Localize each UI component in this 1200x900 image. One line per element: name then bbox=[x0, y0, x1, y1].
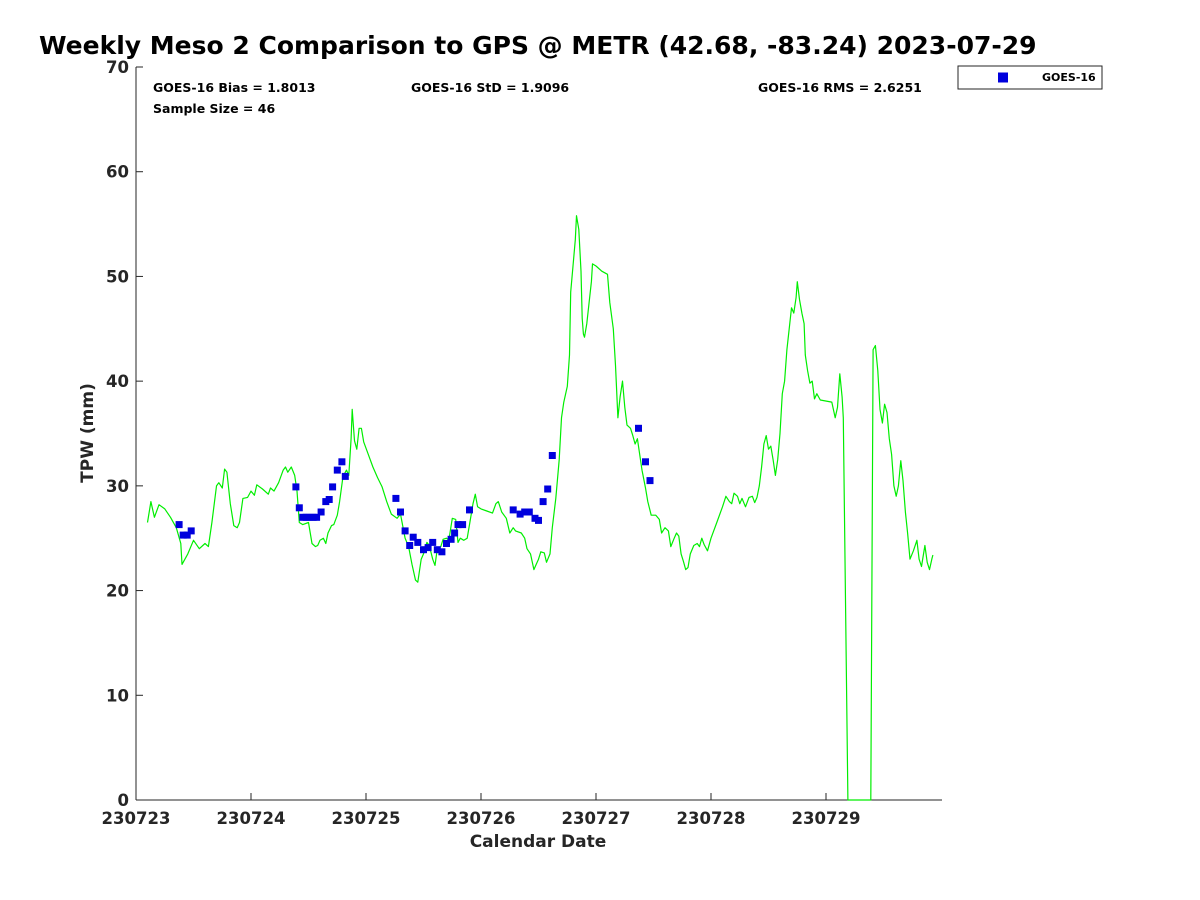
goes16-point bbox=[466, 506, 473, 514]
goes16-point bbox=[175, 521, 183, 529]
goes16-point bbox=[317, 508, 325, 516]
x-ticks: 230723 230724 230725 230726 230727 230728 2307… bbox=[102, 793, 861, 828]
goes16-point bbox=[292, 483, 300, 491]
goes16-point bbox=[459, 521, 467, 529]
legend: GOES-16 bbox=[957, 65, 1103, 90]
goes16-point bbox=[424, 544, 432, 552]
stat-rms: GOES-16 RMS = 2.6251 bbox=[758, 80, 922, 95]
goes16-point bbox=[516, 510, 524, 518]
stat-sample-size: Sample Size = 46 bbox=[153, 101, 275, 116]
goes16-point bbox=[539, 498, 547, 506]
goes16-point bbox=[392, 494, 400, 502]
goes16-point bbox=[333, 466, 341, 474]
goes16-point bbox=[401, 527, 409, 535]
y-tick-label: 50 bbox=[106, 267, 129, 286]
goes16-point bbox=[329, 483, 337, 491]
goes16-point bbox=[521, 508, 529, 516]
x-tick-label: 230726 bbox=[447, 809, 516, 828]
goes16-point bbox=[548, 452, 556, 459]
goes16-point bbox=[535, 516, 542, 524]
y-tick-label: 30 bbox=[106, 477, 129, 496]
goes16-point bbox=[544, 485, 552, 493]
x-tick-label: 230725 bbox=[332, 809, 401, 828]
y-tick-label: 60 bbox=[106, 163, 129, 182]
x-tick-label: 230724 bbox=[217, 809, 286, 828]
legend-box bbox=[957, 65, 1103, 90]
y-tick-label: 20 bbox=[106, 582, 129, 601]
y-tick-label: 70 bbox=[106, 58, 129, 77]
goes16-point bbox=[179, 531, 187, 539]
goes16-point bbox=[646, 477, 654, 485]
plot-area: 0 10 20 30 40 50 60 70 230723 230724 230725 230726… bbox=[102, 58, 942, 828]
goes16-point bbox=[635, 424, 642, 432]
x-axis-label: Calendar Date bbox=[470, 832, 607, 852]
goes16-point bbox=[325, 496, 333, 503]
goes16-point bbox=[406, 542, 414, 549]
goes16-point bbox=[451, 529, 459, 537]
stat-std: GOES-16 StD = 1.9096 bbox=[411, 80, 569, 95]
legend-marker-goes16 bbox=[998, 72, 1008, 83]
x-tick-label: 230727 bbox=[562, 809, 631, 828]
goes16-point bbox=[341, 472, 349, 480]
y-ticks: 0 10 20 30 40 50 60 70 bbox=[106, 58, 143, 810]
goes16-point bbox=[525, 508, 533, 516]
goes16-point bbox=[454, 521, 462, 529]
goes16-point bbox=[183, 531, 191, 539]
goes16-point bbox=[338, 458, 346, 466]
y-tick-label: 10 bbox=[106, 686, 129, 705]
goes16-point bbox=[429, 538, 437, 546]
goes16-point bbox=[438, 548, 446, 556]
goes16-point bbox=[433, 546, 441, 554]
x-tick-label: 230728 bbox=[677, 809, 746, 828]
goes16-series bbox=[175, 424, 654, 556]
gps-series bbox=[146, 215, 934, 801]
goes16-point bbox=[295, 504, 303, 512]
goes16-point bbox=[409, 533, 417, 541]
y-axis-label: TPW (mm) bbox=[78, 383, 98, 483]
legend-label-goes16: GOES-16 bbox=[1042, 71, 1096, 84]
goes16-point bbox=[187, 527, 195, 535]
chart-title: Weekly Meso 2 Comparison to GPS @ METR (… bbox=[39, 31, 1037, 60]
goes16-point bbox=[443, 540, 450, 547]
gps-line bbox=[146, 215, 934, 801]
goes16-point bbox=[509, 506, 517, 514]
goes16-point bbox=[414, 538, 422, 546]
x-tick-label: 230723 bbox=[102, 809, 171, 828]
goes16-point bbox=[447, 535, 455, 543]
stat-bias: GOES-16 Bias = 1.8013 bbox=[153, 80, 315, 95]
goes16-point bbox=[642, 458, 649, 466]
x-tick-label: 230729 bbox=[792, 809, 861, 828]
y-tick-label: 40 bbox=[106, 372, 129, 391]
y-tick-label: 0 bbox=[118, 791, 129, 810]
goes16-point bbox=[313, 513, 321, 521]
goes16-point bbox=[420, 546, 427, 554]
goes16-point bbox=[397, 508, 404, 516]
